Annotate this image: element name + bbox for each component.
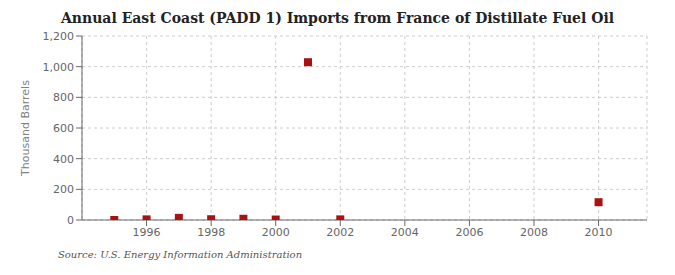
svg-text:1,000: 1,000	[43, 61, 75, 74]
html-text:Annual East Coast (PADD 1) Imp: Annual East Coast (PADD 1) Imports from …	[61, 10, 614, 26]
svg-text:1,200: 1,200	[43, 30, 75, 43]
svg-text:2010: 2010	[585, 226, 613, 239]
svg-text:2006: 2006	[455, 226, 483, 239]
svg-text:2004: 2004	[391, 226, 419, 239]
svg-text:2008: 2008	[520, 226, 548, 239]
svg-text:800: 800	[53, 91, 74, 104]
svg-text:2002: 2002	[326, 226, 354, 239]
svg-text:400: 400	[53, 153, 74, 166]
html-text:Source: U.S. Energy Informatio: Source: U.S. Energy Information Administ…	[58, 249, 303, 260]
svg-text:2000: 2000	[262, 226, 290, 239]
svg-text:0: 0	[67, 214, 74, 227]
svg-text:1998: 1998	[197, 226, 225, 239]
svg-text:600: 600	[53, 122, 74, 135]
svg-text:200: 200	[53, 183, 74, 196]
svg-text:Thousand Barrels: Thousand Barrels	[19, 80, 32, 177]
svg-text:1996: 1996	[133, 226, 161, 239]
